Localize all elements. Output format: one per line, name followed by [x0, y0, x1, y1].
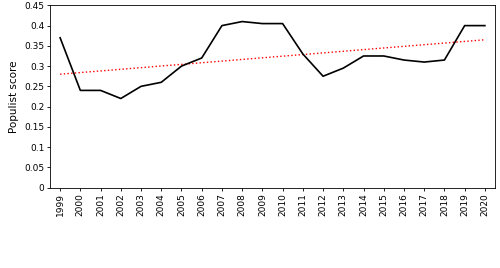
Y-axis label: Populist score: Populist score — [9, 60, 19, 133]
